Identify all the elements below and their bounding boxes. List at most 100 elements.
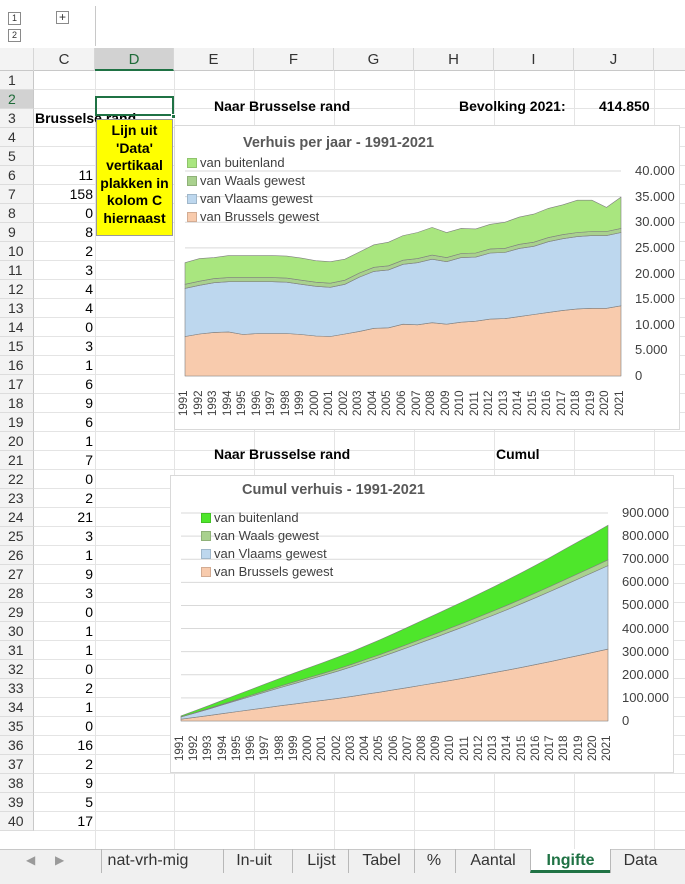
row-header[interactable]: 32 bbox=[0, 660, 34, 679]
row-header[interactable]: 36 bbox=[0, 736, 34, 755]
row-header[interactable]: 14 bbox=[0, 318, 34, 337]
row-header[interactable]: 30 bbox=[0, 622, 34, 641]
cell-c[interactable]: 4 bbox=[85, 281, 93, 297]
row-header[interactable]: 16 bbox=[0, 356, 34, 375]
row-header[interactable]: 34 bbox=[0, 698, 34, 717]
cell-c[interactable] bbox=[34, 147, 95, 166]
row-header[interactable]: 5 bbox=[0, 147, 34, 166]
cell-c[interactable]: 9 bbox=[85, 395, 93, 411]
cell-c[interactable]: 6 bbox=[85, 414, 93, 430]
row-header[interactable]: 17 bbox=[0, 375, 34, 394]
active-cell-selection[interactable] bbox=[95, 96, 174, 116]
row-header[interactable]: 26 bbox=[0, 546, 34, 565]
cell-c[interactable]: 3 bbox=[85, 262, 93, 278]
cell-c[interactable]: 1 bbox=[85, 623, 93, 639]
row-header[interactable]: 33 bbox=[0, 679, 34, 698]
cell-c[interactable]: 8 bbox=[85, 224, 93, 240]
sheet-tab-in-uit[interactable]: In-uit bbox=[223, 849, 284, 873]
cell-c[interactable]: 1 bbox=[85, 699, 93, 715]
row-header[interactable]: 29 bbox=[0, 603, 34, 622]
sheet-tab-nat-vrh-mig[interactable]: nat-vrh-mig bbox=[101, 849, 194, 873]
cell-c[interactable]: 3 bbox=[85, 585, 93, 601]
column-header-d[interactable]: D bbox=[95, 48, 174, 71]
outline-level-1-button[interactable]: 1 bbox=[8, 12, 21, 25]
row-header[interactable]: 31 bbox=[0, 641, 34, 660]
cell-c[interactable]: 21 bbox=[77, 509, 93, 525]
cell-c[interactable]: 9 bbox=[85, 775, 93, 791]
cell-c[interactable]: 7 bbox=[85, 452, 93, 468]
cell-c[interactable]: Brusselse rand bbox=[35, 110, 137, 126]
row-header[interactable]: 37 bbox=[0, 755, 34, 774]
row-header[interactable]: 23 bbox=[0, 489, 34, 508]
cell-c[interactable]: 2 bbox=[85, 680, 93, 696]
row-header[interactable]: 28 bbox=[0, 584, 34, 603]
row-header[interactable]: 6 bbox=[0, 166, 34, 185]
cell-c[interactable]: 1 bbox=[85, 433, 93, 449]
tab-scroll-left-icon[interactable]: ◀ bbox=[26, 853, 36, 867]
sheet-tab-data[interactable]: Data bbox=[610, 849, 670, 873]
row-header[interactable]: 1 bbox=[0, 71, 34, 90]
cell-c[interactable]: 0 bbox=[85, 661, 93, 677]
row-header[interactable]: 8 bbox=[0, 204, 34, 223]
sheet-tab-ingifte[interactable]: Ingifte bbox=[530, 849, 610, 873]
cell-c[interactable] bbox=[34, 128, 95, 147]
cell-c[interactable]: 0 bbox=[85, 604, 93, 620]
column-header-j[interactable]: J bbox=[574, 48, 654, 71]
chart-cumul-verhuis[interactable]: Cumul verhuis - 1991-2021 0 100.000 200.00… bbox=[170, 475, 674, 773]
row-header[interactable]: 15 bbox=[0, 337, 34, 356]
cell-c[interactable]: 3 bbox=[85, 338, 93, 354]
row-header[interactable]: 3 bbox=[0, 109, 34, 128]
cell-c[interactable] bbox=[34, 90, 95, 109]
row-header[interactable]: 13 bbox=[0, 299, 34, 318]
sheet-tab-percent[interactable]: % bbox=[414, 849, 453, 873]
cell-c[interactable]: 11 bbox=[78, 167, 93, 183]
row-header[interactable]: 19 bbox=[0, 413, 34, 432]
chart-verhuis-per-jaar[interactable]: Verhuis per jaar - 1991-2021 0 5.000 10.00… bbox=[174, 125, 680, 430]
cell-c[interactable]: 1 bbox=[85, 547, 93, 563]
cell-c[interactable]: 16 bbox=[77, 737, 93, 753]
column-header-h[interactable]: H bbox=[414, 48, 494, 71]
row-header[interactable]: 27 bbox=[0, 565, 34, 584]
column-header-f[interactable]: F bbox=[254, 48, 334, 71]
column-header-g[interactable]: G bbox=[334, 48, 414, 71]
row-header[interactable]: 4 bbox=[0, 128, 34, 147]
cell-c[interactable]: 3 bbox=[85, 528, 93, 544]
cell-c[interactable]: 2 bbox=[85, 490, 93, 506]
sheet-tab-aantal[interactable]: Aantal bbox=[455, 849, 530, 873]
instruction-note[interactable]: Lijn uit 'Data' vertikaal plakken in kol… bbox=[96, 119, 173, 236]
cell-c[interactable]: 0 bbox=[85, 471, 93, 487]
cell-c[interactable]: 1 bbox=[85, 357, 93, 373]
row-header[interactable]: 21 bbox=[0, 451, 34, 470]
column-header-i[interactable]: I bbox=[494, 48, 574, 71]
row-header[interactable]: 24 bbox=[0, 508, 34, 527]
outline-level-2-button[interactable]: 2 bbox=[8, 29, 21, 42]
select-all-corner[interactable] bbox=[0, 48, 34, 71]
row-header[interactable]: 11 bbox=[0, 261, 34, 280]
row-header[interactable]: 35 bbox=[0, 717, 34, 736]
cell-c[interactable]: 5 bbox=[85, 794, 93, 810]
row-header[interactable]: 2 bbox=[0, 90, 34, 109]
cell-c[interactable]: 0 bbox=[85, 205, 93, 221]
cell-c[interactable]: 158 bbox=[69, 186, 93, 202]
row-header[interactable]: 22 bbox=[0, 470, 34, 489]
row-header[interactable]: 40 bbox=[0, 812, 34, 831]
tab-scroll-right-icon[interactable]: ▶ bbox=[55, 853, 65, 867]
column-header-e[interactable]: E bbox=[174, 48, 254, 71]
row-header[interactable]: 12 bbox=[0, 280, 34, 299]
row-header[interactable]: 39 bbox=[0, 793, 34, 812]
row-header[interactable]: 38 bbox=[0, 774, 34, 793]
sheet-tab-lijst[interactable]: Lijst bbox=[292, 849, 350, 873]
row-header[interactable]: 10 bbox=[0, 242, 34, 261]
cell-c[interactable]: 6 bbox=[85, 376, 93, 392]
row-header[interactable]: 7 bbox=[0, 185, 34, 204]
cell-c[interactable]: 2 bbox=[85, 243, 93, 259]
sheet-tab-tabel[interactable]: Tabel bbox=[348, 849, 414, 873]
cell-c[interactable]: 0 bbox=[85, 718, 93, 734]
cell-c[interactable]: 9 bbox=[85, 566, 93, 582]
cell-c[interactable]: 17 bbox=[77, 813, 93, 829]
fill-handle[interactable] bbox=[171, 114, 176, 119]
cell-c[interactable]: 4 bbox=[85, 300, 93, 316]
column-header-c[interactable]: C bbox=[34, 48, 95, 71]
row-header[interactable]: 18 bbox=[0, 394, 34, 413]
outline-expand-button[interactable]: + bbox=[56, 11, 69, 24]
